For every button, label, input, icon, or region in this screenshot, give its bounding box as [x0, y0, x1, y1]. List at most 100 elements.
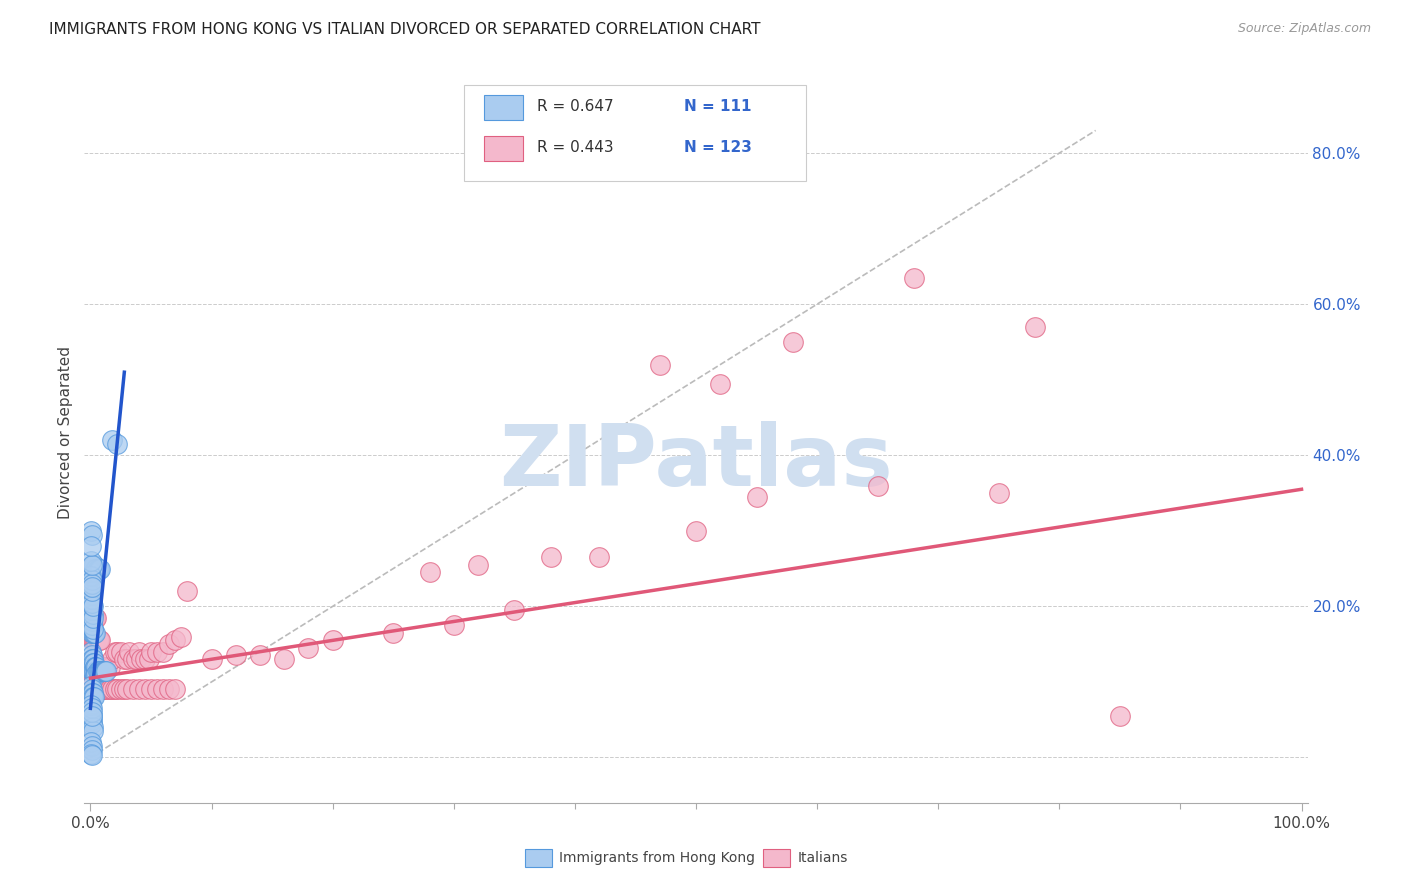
Point — [112, 682, 135, 697]
Point — [80, 581, 103, 595]
Point — [89, 633, 111, 648]
Point — [86, 633, 108, 648]
Point — [80, 569, 103, 583]
Point — [80, 656, 103, 670]
Point — [80, 625, 103, 640]
Point — [80, 660, 103, 674]
Point — [80, 713, 103, 727]
Point — [90, 660, 112, 674]
Point — [176, 584, 198, 599]
Point — [129, 652, 152, 666]
Point — [82, 633, 104, 648]
Text: Immigrants from Hong Kong: Immigrants from Hong Kong — [560, 851, 755, 865]
Point — [112, 652, 135, 666]
Point — [82, 622, 104, 636]
Point — [139, 682, 162, 697]
Point — [82, 724, 104, 739]
Point — [503, 603, 526, 617]
Point — [89, 664, 111, 678]
Point — [82, 656, 104, 670]
Text: R = 0.647: R = 0.647 — [537, 99, 613, 114]
Point — [80, 633, 103, 648]
Point — [170, 630, 193, 644]
Point — [82, 599, 104, 614]
Point — [90, 664, 112, 678]
Point — [82, 615, 104, 629]
Text: N = 123: N = 123 — [683, 140, 752, 155]
Point — [80, 747, 103, 761]
Point — [80, 748, 103, 763]
Point — [80, 615, 103, 629]
Point — [82, 566, 104, 580]
Point — [80, 648, 103, 663]
Point — [115, 682, 138, 697]
Point — [249, 648, 271, 663]
Point — [98, 682, 121, 697]
Point — [152, 682, 174, 697]
Point — [80, 527, 103, 541]
Point — [105, 437, 128, 451]
Point — [80, 679, 103, 693]
Point — [86, 656, 108, 670]
Point — [80, 622, 103, 636]
Point — [84, 682, 107, 697]
Point — [89, 682, 111, 697]
Point — [118, 645, 141, 659]
Point — [709, 376, 731, 391]
Point — [82, 690, 104, 704]
Point — [89, 561, 111, 575]
Point — [86, 682, 108, 697]
Point — [273, 652, 295, 666]
Point — [80, 709, 103, 723]
Point — [467, 558, 489, 572]
Point — [80, 743, 103, 757]
Point — [101, 433, 124, 447]
Y-axis label: Divorced or Separated: Divorced or Separated — [58, 346, 73, 519]
Point — [84, 667, 107, 681]
Point — [82, 566, 104, 580]
Point — [80, 566, 103, 580]
Point — [82, 622, 104, 636]
Point — [83, 656, 105, 670]
Point — [82, 652, 104, 666]
Point — [84, 660, 107, 674]
Point — [125, 652, 148, 666]
Point — [382, 625, 405, 640]
Point — [80, 596, 103, 610]
Bar — [484, 136, 523, 161]
Point — [82, 716, 104, 731]
Point — [96, 682, 118, 697]
Point — [93, 664, 115, 678]
Point — [90, 682, 112, 697]
Point — [80, 588, 103, 602]
Point — [80, 591, 103, 606]
Point — [84, 566, 107, 580]
Point — [80, 539, 103, 553]
Text: Source: ZipAtlas.com: Source: ZipAtlas.com — [1237, 22, 1371, 36]
Point — [80, 611, 103, 625]
Point — [80, 652, 103, 666]
Point — [105, 645, 128, 659]
FancyBboxPatch shape — [464, 85, 806, 181]
Point — [83, 633, 105, 648]
Point — [84, 660, 107, 674]
Point — [83, 611, 105, 625]
Point — [83, 561, 105, 575]
Point — [82, 664, 104, 678]
Point — [866, 478, 889, 492]
Point — [82, 690, 104, 704]
Point — [138, 652, 160, 666]
Point — [80, 576, 103, 591]
Point — [84, 664, 107, 678]
Point — [82, 581, 104, 595]
Point — [903, 270, 925, 285]
Point — [82, 652, 104, 666]
Point — [94, 660, 117, 674]
Point — [82, 720, 104, 734]
Point — [80, 656, 103, 670]
Point — [80, 558, 103, 572]
Point — [165, 633, 187, 648]
Point — [84, 633, 107, 648]
Point — [82, 603, 104, 617]
Text: R = 0.443: R = 0.443 — [537, 140, 613, 155]
